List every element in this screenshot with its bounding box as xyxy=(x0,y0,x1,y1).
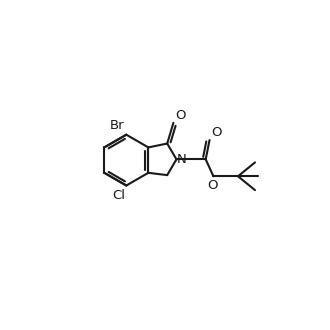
Text: N: N xyxy=(177,153,187,166)
Text: O: O xyxy=(175,109,185,122)
Text: O: O xyxy=(207,179,218,192)
Text: O: O xyxy=(211,126,221,139)
Text: Cl: Cl xyxy=(112,189,125,202)
Text: Br: Br xyxy=(110,118,125,132)
